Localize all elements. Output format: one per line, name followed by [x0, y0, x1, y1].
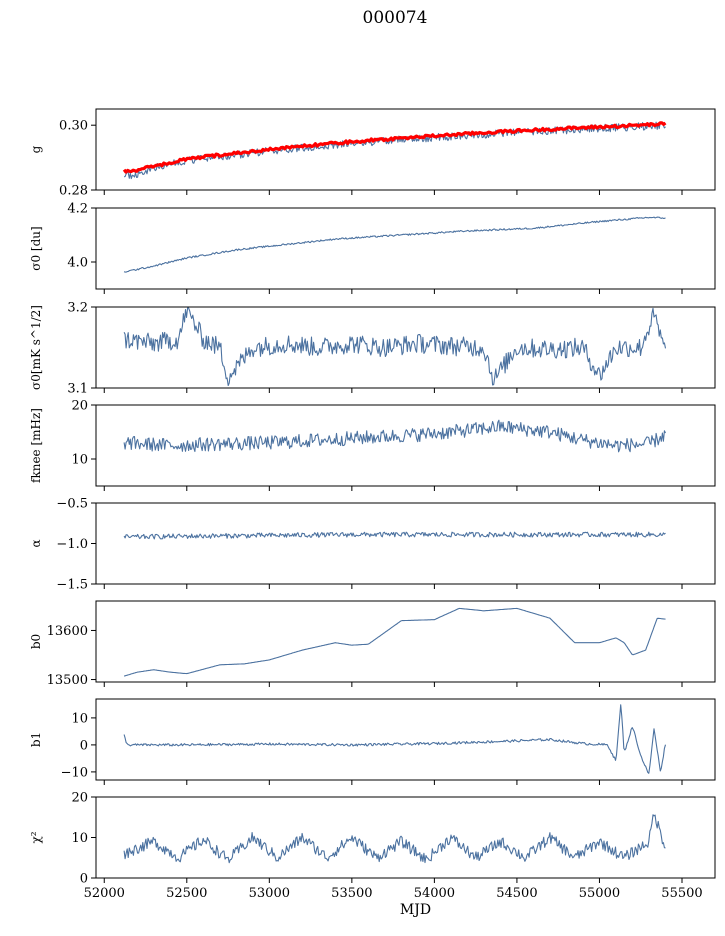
axes-frame — [95, 698, 716, 781]
x-tick-label: 53500 — [331, 886, 372, 901]
panel-1: 0.28 0.30 g — [29, 108, 716, 199]
x-tick-label: 52500 — [166, 886, 207, 901]
figure-title: 000074 — [363, 8, 428, 28]
panel-6: 13500 13600 b0 — [29, 600, 716, 688]
panel-5: −1.5 −1.0 −0.5 α — [29, 497, 716, 593]
x-tick-label: 52000 — [84, 886, 125, 901]
y-tick-label: 13600 — [47, 624, 88, 639]
series-line — [123, 814, 666, 864]
x-tick-label: 54000 — [414, 886, 455, 901]
y-tick-label: 0.28 — [59, 184, 88, 199]
axes-frame — [95, 306, 716, 389]
panel-4: 10 20 fknee [mHz] — [29, 399, 716, 491]
series-line — [123, 607, 666, 677]
panel-2: 4.0 4.2 σ0 [du] — [29, 202, 716, 294]
y-tick-label: 10 — [71, 831, 88, 846]
y-axis-label: α — [29, 539, 43, 547]
series-line — [123, 307, 667, 387]
y-tick-label: 13500 — [47, 673, 88, 688]
y-tick-label: −1.5 — [56, 578, 88, 593]
x-axis-label: MJD — [400, 902, 431, 918]
y-axis-label: χ² — [29, 831, 43, 843]
y-tick-label: 20 — [71, 399, 88, 414]
y-tick-label: −10 — [61, 765, 88, 780]
x-tick-label: 55500 — [661, 886, 702, 901]
series-line — [123, 216, 666, 273]
y-tick-label: 20 — [71, 791, 88, 806]
x-tick-label: 54500 — [496, 886, 537, 901]
axes-frame — [95, 207, 716, 290]
series-line — [123, 121, 666, 180]
y-tick-label: 10 — [71, 453, 88, 468]
axes-frame — [95, 108, 716, 191]
y-axis-label: b1 — [29, 732, 43, 747]
y-axis-label: σ0 [du] — [29, 226, 43, 270]
series-line — [123, 704, 667, 774]
y-tick-label: −0.5 — [56, 497, 88, 512]
axes-frame — [95, 502, 716, 585]
y-tick-label: 3.2 — [67, 301, 88, 316]
y-tick-label: 4.0 — [67, 256, 88, 271]
y-tick-label: 10 — [71, 711, 88, 726]
y-tick-label: 4.2 — [67, 202, 88, 217]
y-tick-label: 3.1 — [67, 382, 88, 397]
panel-8: 0 10 20 52000 52500 53000 53500 54000 54500 55000… — [29, 791, 716, 918]
y-axis-label: σ0[mK s^1/2] — [29, 305, 43, 390]
x-tick-label: 55000 — [579, 886, 620, 901]
axes-frame — [95, 796, 716, 879]
panel-3: 3.1 3.2 σ0[mK s^1/2] — [29, 301, 716, 397]
series-line — [123, 419, 666, 453]
y-tick-label: 0 — [80, 738, 88, 753]
x-tick-label: 53000 — [249, 886, 290, 901]
y-tick-label: 0.30 — [59, 119, 88, 134]
y-tick-label: −1.0 — [56, 537, 88, 552]
y-axis-label: fknee [mHz] — [29, 408, 43, 483]
gain-model-line — [122, 121, 667, 174]
y-axis-label: b0 — [29, 634, 43, 649]
axes-frame — [95, 404, 716, 487]
panel-7: −10 0 10 b1 — [29, 698, 716, 785]
y-axis-label: g — [29, 145, 43, 153]
y-tick-label: 0 — [80, 872, 88, 887]
series-line — [123, 531, 666, 540]
axes-frame — [95, 600, 716, 683]
